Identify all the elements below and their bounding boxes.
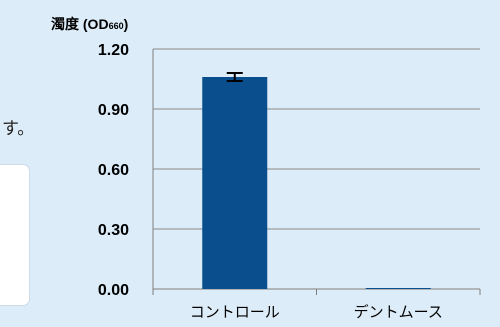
- partial-panel: [0, 164, 30, 306]
- x-category-label: デントムース: [354, 303, 443, 321]
- y-tick-label: 1.20: [98, 42, 129, 59]
- y-tick-label: 0.90: [98, 102, 129, 119]
- bar-1: [202, 77, 268, 289]
- x-category-label: コントロール: [190, 303, 280, 321]
- y-tick-label: 0.00: [98, 282, 129, 299]
- y-tick-label: 0.30: [98, 222, 129, 239]
- partial-text: す。: [2, 119, 35, 139]
- y-tick-label: 0.60: [98, 162, 129, 179]
- y-axis-title: 濁度 (OD660): [51, 16, 128, 32]
- bar-2: [365, 288, 431, 289]
- background-fragment: す。: [0, 0, 150, 327]
